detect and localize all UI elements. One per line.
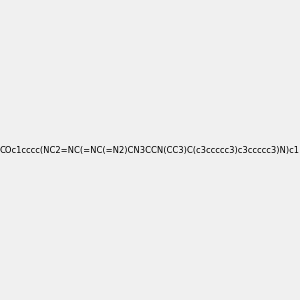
Text: COc1cccc(NC2=NC(=NC(=N2)CN3CCN(CC3)C(c3ccccc3)c3ccccc3)N)c1: COc1cccc(NC2=NC(=NC(=N2)CN3CCN(CC3)C(c3c… [0, 146, 300, 154]
